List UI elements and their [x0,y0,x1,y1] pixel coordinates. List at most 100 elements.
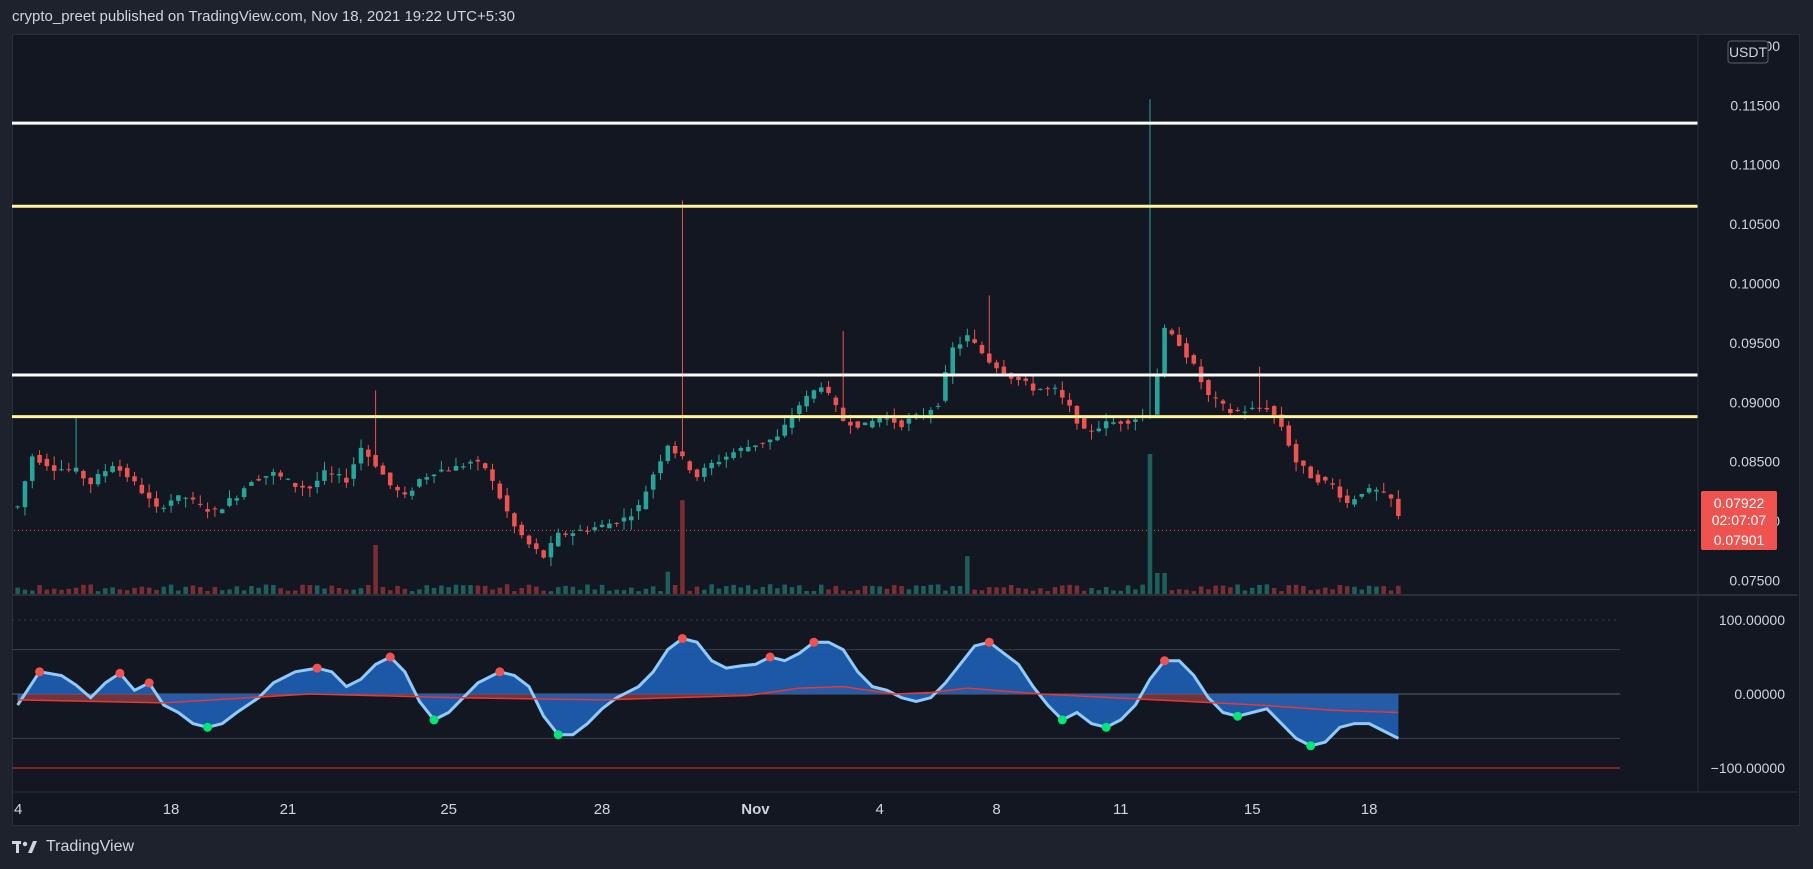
price-tick-label: 0.09000 [1729,394,1780,410]
volume-bar [73,587,79,594]
candle-body [417,479,422,487]
candle-body [833,397,839,406]
volume-bar [607,590,612,594]
candle-body [782,424,787,436]
candle-body [643,491,649,510]
candle-body [1308,466,1313,479]
volume-bar [212,586,218,594]
volume-bar [1096,590,1102,594]
volume-bar [753,589,758,594]
candle-body [59,469,64,471]
candle-body [650,474,656,490]
candle-body [1220,400,1226,404]
candle-body [1060,390,1065,398]
candle-body [139,484,145,494]
candle-body [37,455,42,463]
volume-bar [577,589,583,594]
volume-bar [629,587,634,594]
volume-bar [1337,585,1343,594]
candle-body [110,466,115,473]
candle-body [570,533,576,536]
tradingview-brand[interactable]: TradingView [46,838,135,855]
time-tick-label: 21 [280,801,297,818]
time-tick-label: 4 [14,801,22,818]
candle-body [1089,430,1094,432]
candle-body [1315,474,1321,483]
osc-buy-dot [1057,715,1067,725]
candle-body [1286,425,1292,446]
volume-bar [1286,585,1292,594]
osc-wave-area [17,638,1399,746]
candle-body [1074,405,1080,424]
time-tick-label: 18 [1361,801,1378,818]
candle-body [519,524,524,536]
volume-bar [921,586,926,594]
volume-bar [1249,587,1255,594]
candle-body [366,449,371,457]
volume-bar [519,587,524,594]
time-tick-label: 18 [163,801,180,818]
last-price-label: 0.07922 02:07:07 0.07901 [1701,491,1777,550]
candle-body [431,474,437,477]
candle-body [672,445,678,454]
volume-bar [811,590,817,594]
osc-sell-dot [677,634,687,643]
candle-body [336,474,342,476]
osc-buy-dot [1233,711,1243,721]
candle-body [599,524,605,528]
osc-sell-dot [144,678,154,688]
volume-bar [409,591,415,594]
candle-body [461,466,466,468]
volume-bar [818,584,824,594]
volume-bar [950,586,955,594]
candle-body [22,481,28,508]
volume-bar [15,587,20,594]
candle-body [1344,495,1350,503]
candle-body [1242,411,1248,413]
currency-badge[interactable]: USDT [1727,40,1769,64]
tradingview-logo-icon[interactable] [12,839,40,855]
candle-body [753,445,758,448]
price-tick-label: 0.11000 [1730,157,1780,173]
candle-body [409,490,415,496]
osc-sell-dot [809,637,819,647]
volume-bar [183,586,188,594]
candle-body [1249,407,1255,409]
candle-body [95,474,101,485]
candle-body [1184,343,1189,358]
volume-bar [22,589,28,594]
candle-body [300,485,305,488]
candle-body [826,386,831,393]
candle-body [1330,483,1335,485]
volume-bar [767,584,773,594]
candle-body [621,517,627,522]
volume-bar [176,590,181,594]
volume-bar [1271,587,1277,594]
volume-bar [387,590,393,594]
candle-body [314,480,320,488]
volume-bar [972,589,977,594]
candle-body [797,405,802,415]
volume-bar [870,585,875,594]
volume-bar [124,590,130,594]
volume-bar [782,584,787,594]
candle-body [979,345,985,354]
volume-bar [745,585,751,594]
candle-body [468,461,473,464]
volume-bar [906,589,912,594]
candle-body [1228,408,1233,413]
volume-bar [731,584,736,594]
volume-bar [1279,591,1284,594]
candle-body [205,509,210,512]
candle-body [607,523,612,529]
candle-body [387,472,393,486]
volume-bar [1111,590,1116,594]
volume-bar [1008,584,1014,594]
candle-body [577,529,583,531]
volume-bar [146,587,152,594]
volume-bar [570,586,576,594]
candle-body [1038,388,1043,390]
volume-bar [446,587,451,594]
volume-bar [139,586,145,594]
